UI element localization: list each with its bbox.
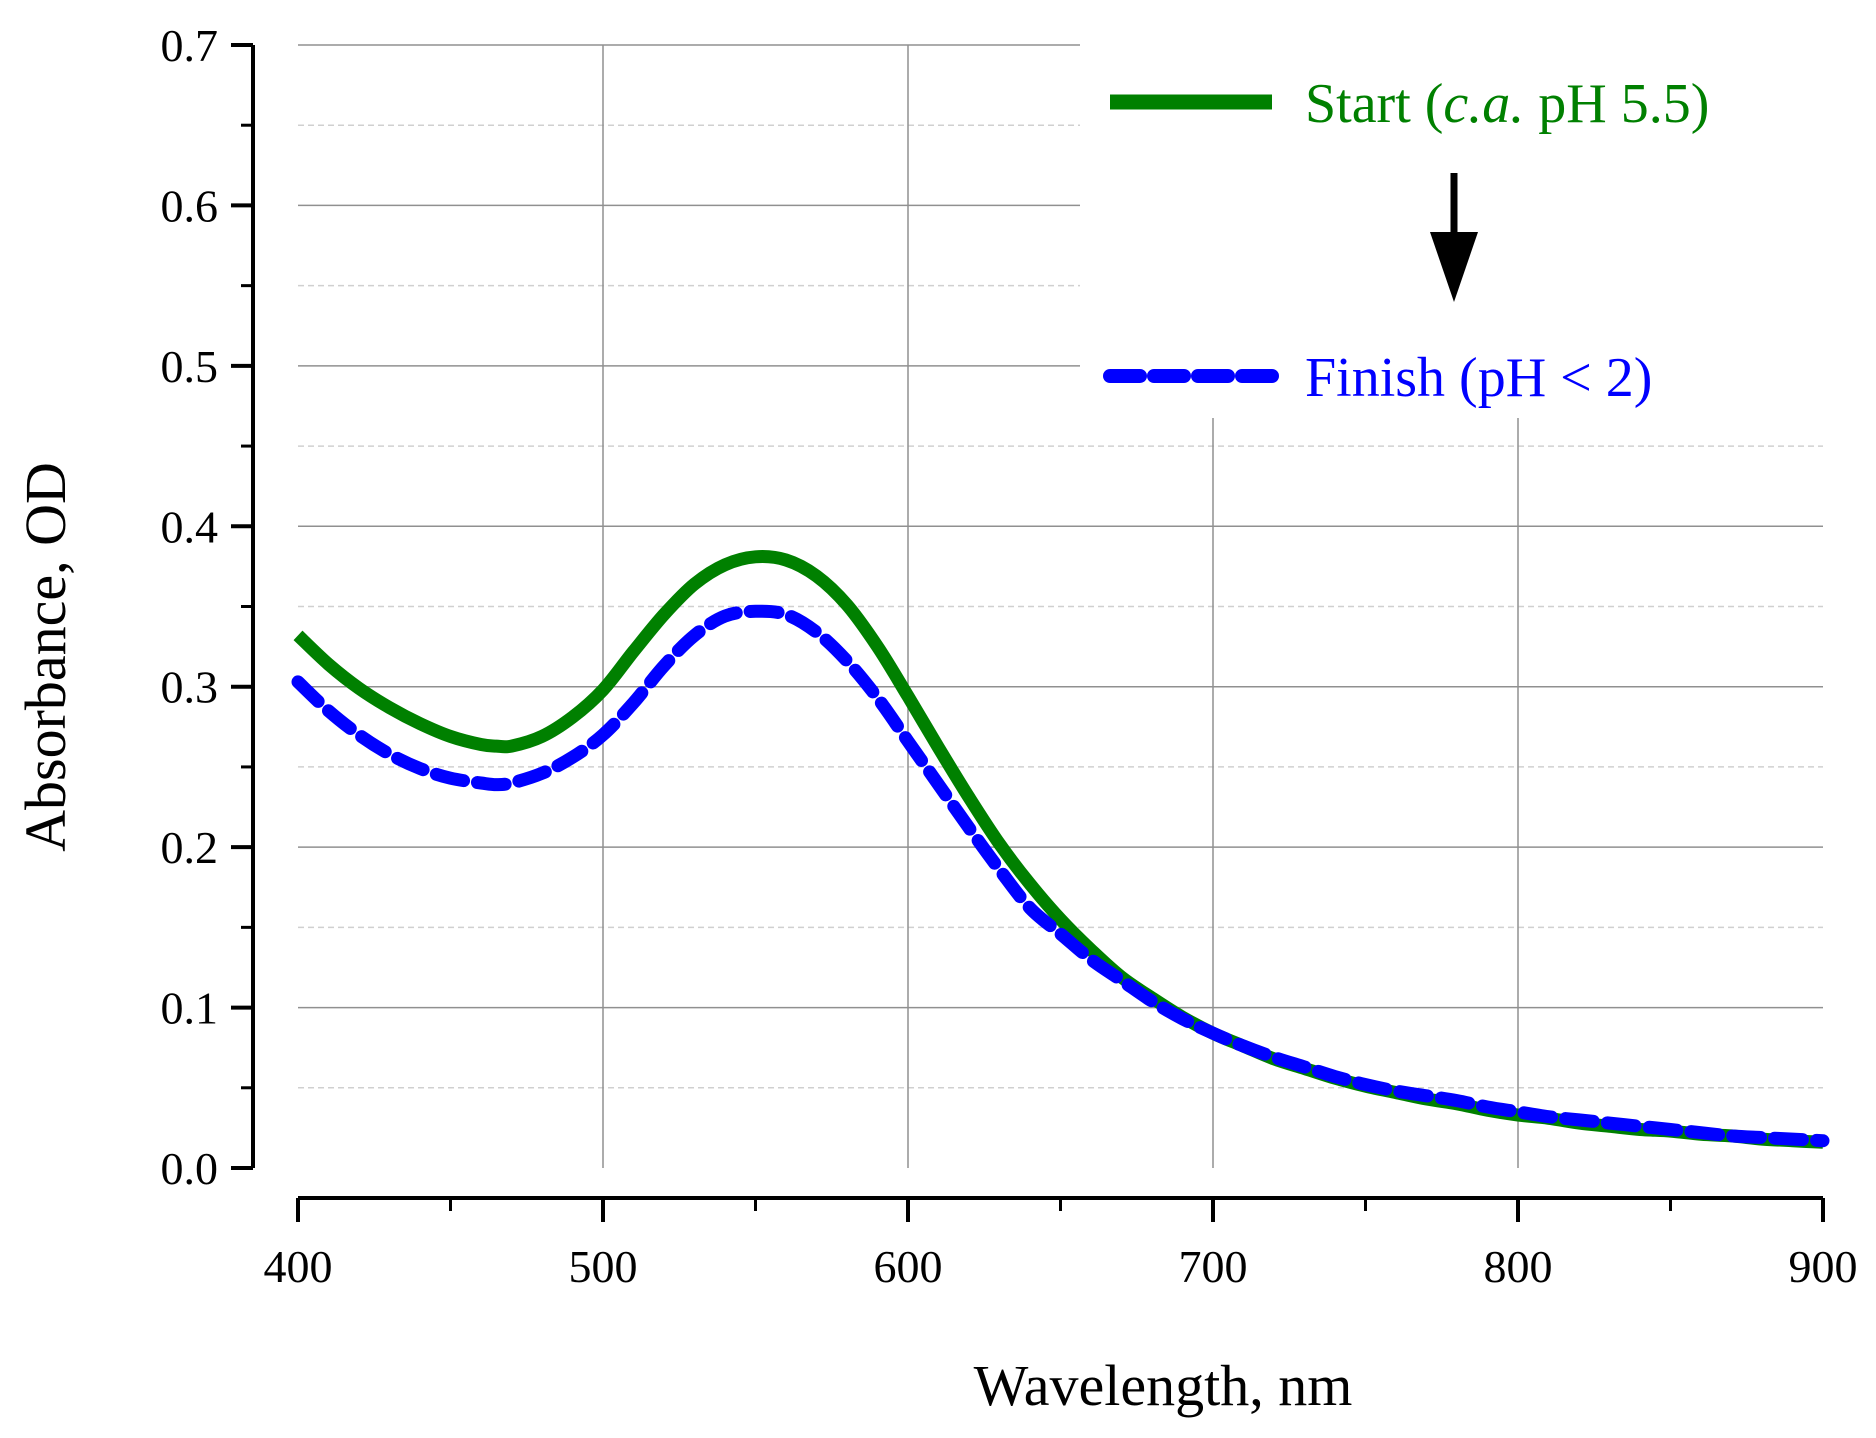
- legend-label-start: Start (c.a. pH 5.5): [1305, 73, 1709, 135]
- y-tick-label: 0.1: [161, 983, 219, 1034]
- series-line-finish: [291, 604, 1830, 1148]
- x-tick-label: 600: [874, 1241, 943, 1292]
- legend-start-part-2: c.a.: [1443, 73, 1524, 135]
- legend-start-part-1: Start (: [1305, 73, 1443, 135]
- x-axis-title: Wavelength, nm: [974, 1353, 1353, 1418]
- x-tick-label: 400: [264, 1241, 333, 1292]
- series-group: [291, 550, 1830, 1149]
- y-tick-label: 0.4: [161, 501, 219, 552]
- legend: Start (c.a. pH 5.5) Finish (pH < 2): [1080, 40, 1870, 418]
- x-tick-label: 700: [1179, 1241, 1248, 1292]
- arrow-down-icon: [1430, 232, 1478, 302]
- y-tick-label: 0.6: [161, 180, 219, 231]
- y-tick-label: 0.5: [161, 341, 219, 392]
- y-axis-title: Absorbance, OD: [13, 462, 78, 852]
- legend-label-finish: Finish (pH < 2): [1305, 347, 1652, 409]
- y-tick-label: 0.2: [161, 822, 219, 873]
- tick-labels: 0.0 0.1 0.2 0.3 0.4 0.5 0.6 0.7 400 500 600 700 800 9…: [161, 20, 1858, 1292]
- series-line-start: [293, 550, 1824, 1149]
- y-tick-label: 0.0: [161, 1143, 219, 1194]
- x-tick-label: 800: [1484, 1241, 1553, 1292]
- legend-finish-part-1: Finish (pH < 2): [1305, 347, 1652, 409]
- y-tick-label: 0.7: [161, 20, 219, 71]
- legend-start-part-3: pH 5.5): [1524, 73, 1709, 135]
- x-tick-label: 500: [569, 1241, 638, 1292]
- y-tick-label: 0.3: [161, 662, 219, 713]
- ticks: [231, 43, 1825, 1222]
- x-tick-label: 900: [1789, 1241, 1858, 1292]
